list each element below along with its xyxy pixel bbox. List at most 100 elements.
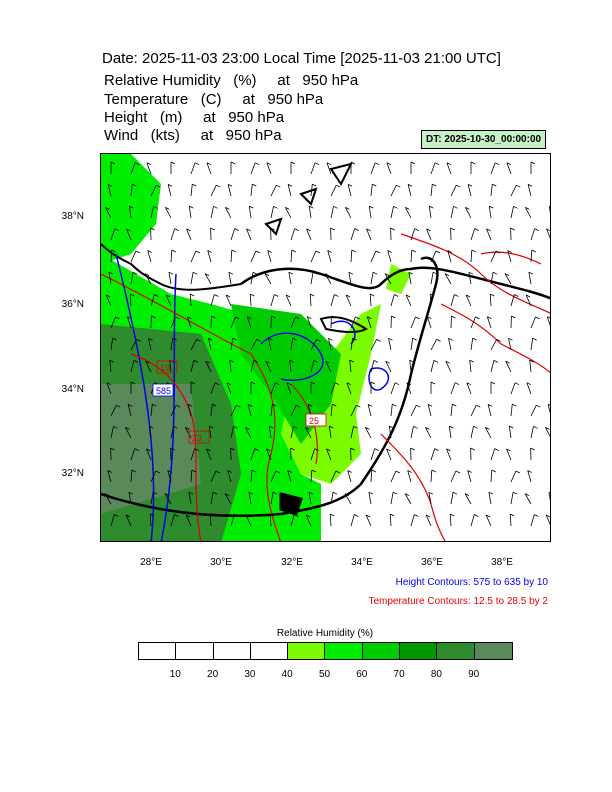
wind-barb [190,360,195,373]
wind-barb-flag [465,207,470,210]
wind-barb-flag [548,491,550,494]
wind-barb-flag [311,469,316,473]
wind-barb-flag [394,382,400,386]
wind-barb [327,250,332,263]
wind-barb [110,249,113,263]
wind-barb [470,426,474,439]
wind-barb [210,470,217,483]
wind-barb [428,206,432,219]
wind-barb-flag [147,250,152,253]
wind-barb-flag [474,228,479,231]
wind-barb-flag [251,469,256,473]
wind-barb-flag [509,425,514,429]
wind-barb-flag [507,250,512,253]
wind-barb [545,427,550,437]
wind-barb-flag [133,360,139,363]
wind-barb [430,184,433,197]
wind-barb-flag [467,470,472,473]
wind-barb [206,448,212,461]
wind-barb-flag [150,513,155,517]
wind-barb [446,162,452,175]
wind-barb-flag [285,294,291,298]
wind-barb-flag [306,228,311,232]
wind-barb-flag [189,205,194,209]
wind-barb-flag [485,514,491,518]
wind-barb-flag [314,448,319,451]
wind-barb [190,469,193,483]
wind-barb [405,294,412,307]
wind-barb-flag [535,316,540,320]
wind-barb [167,470,172,483]
wind-barb-flag [125,514,131,518]
coastline-anatolia [240,266,550,300]
wind-barb [164,493,172,505]
wind-barb [350,338,354,351]
wind-barb-flag [187,316,192,319]
wind-barb-flag [386,448,391,452]
wind-barb-flag [530,161,536,165]
wind-barb-flag [225,207,230,210]
colorbar-cell [362,643,401,659]
wind-barb-flag [190,293,195,297]
wind-barb [387,250,392,263]
wind-barb [530,249,533,263]
wind-barb-flag [487,404,493,407]
wind-barb [110,338,114,351]
colorbar-cell [400,643,438,659]
wind-barb-flag [393,205,398,209]
wind-barb [468,272,472,285]
wind-barb [489,293,492,307]
wind-barb-flag [475,316,480,320]
wind-barb-flag [324,273,330,276]
wind-barb-flag [530,447,535,451]
wind-barb-flag [230,447,235,451]
wind-barb [388,426,392,439]
wind-barb [130,184,133,197]
wind-barb [546,316,550,327]
lon-label-36e: 36°E [421,557,443,568]
wind-barb [350,426,354,439]
wind-barb [326,162,332,175]
wind-barb-flag [130,381,136,385]
wind-barb-flag [527,470,532,473]
wind-barb [430,360,435,373]
variable-line-height: Height (m) at 950 hPa [104,109,285,126]
wind-barb-flag [292,337,297,341]
wind-barb-flag [506,162,512,166]
wind-barb [350,316,356,329]
wind-barb [450,470,457,483]
wind-barb-flag [351,249,356,253]
variable-line-rh: Relative Humidity (%) at 950 hPa [104,72,359,89]
wind-barb-flag [329,425,334,429]
wind-barb-flag [127,316,132,319]
wind-barb-flag [406,382,412,386]
wind-barb-flag [216,184,221,188]
wind-barb-flag [152,403,157,407]
wind-barb-flag [489,205,494,209]
wind-barb [510,470,517,483]
wind-barb [448,426,452,439]
wind-barb-flag [153,205,158,209]
wind-barb [268,426,272,439]
wind-barb-flag [110,447,115,451]
wind-barb-flag [494,448,499,451]
wind-barb-flag [405,207,410,210]
wind-barb-flag [115,316,120,320]
wind-barb-flag [344,493,350,496]
wind-barb [210,492,214,505]
wind-barb-flag [328,337,333,341]
wind-barb-flag [270,227,275,231]
wind-barb [467,470,472,483]
wind-barb [505,361,512,373]
wind-barb [125,514,132,527]
wind-barb [328,426,332,439]
wind-barb [188,492,192,505]
wind-barb [227,184,232,197]
wind-barb-flag [247,316,252,319]
wind-barb-flag [171,249,176,253]
wind-barb-flag [164,493,170,496]
wind-barb-flag [165,294,171,298]
wind-barb-flag [245,427,250,430]
wind-barb-flag [106,382,112,386]
wind-barb-flag [132,183,137,187]
